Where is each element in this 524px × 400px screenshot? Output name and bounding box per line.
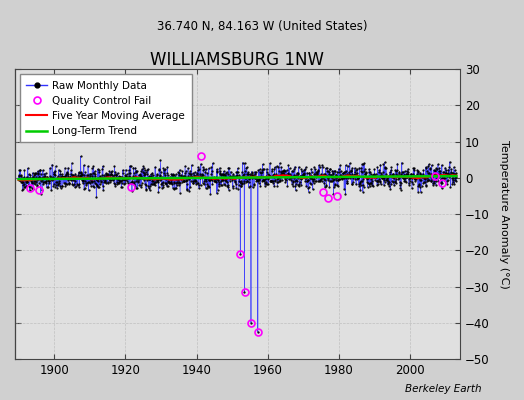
Title: WILLIAMSBURG 1NW: WILLIAMSBURG 1NW [150,51,324,69]
Text: Berkeley Earth: Berkeley Earth [406,384,482,394]
Legend: Raw Monthly Data, Quality Control Fail, Five Year Moving Average, Long-Term Tren: Raw Monthly Data, Quality Control Fail, … [20,74,191,142]
Y-axis label: Temperature Anomaly (°C): Temperature Anomaly (°C) [499,140,509,288]
Text: 36.740 N, 84.163 W (United States): 36.740 N, 84.163 W (United States) [157,20,367,33]
